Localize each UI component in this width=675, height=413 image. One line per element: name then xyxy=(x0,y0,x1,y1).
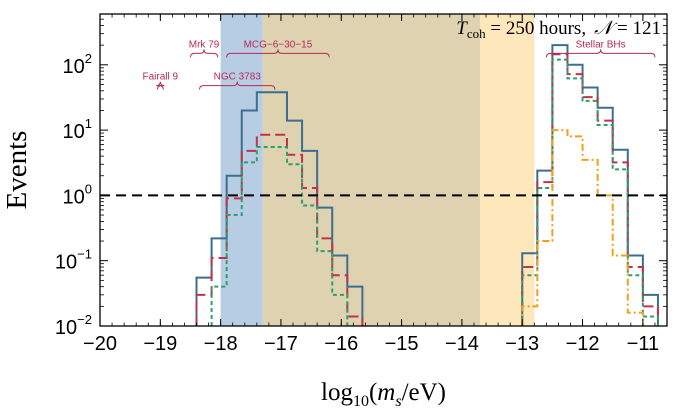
annotations-group: Fairall 9 Mrk 79 NGC 3783 MCG−6−30−15 Stella… xyxy=(143,39,656,90)
x-tick-label: −16 xyxy=(324,333,358,355)
y-tick-label: 10−2 xyxy=(55,312,92,339)
y-tick-label: 100 xyxy=(63,181,92,208)
series-1-segment-1 xyxy=(195,91,364,326)
title-n: 𝒩 xyxy=(594,18,618,39)
series-1-segment-2 xyxy=(521,44,659,326)
title-t-sub: coh xyxy=(467,26,486,41)
series-3-segment-1 xyxy=(210,146,349,326)
plot-frame xyxy=(99,13,668,327)
annotation-brace-1 xyxy=(156,81,165,90)
x-tick-label: −19 xyxy=(143,333,177,355)
annotation-label-1: Fairall 9 xyxy=(143,71,179,82)
series-4-segment-1 xyxy=(521,129,644,326)
annotation-label-4: MCG−6−30−15 xyxy=(244,39,313,50)
annotation-label-5: Stellar BHs xyxy=(576,39,626,50)
series-2-segment-1 xyxy=(195,133,364,326)
annotation-label-2: Mrk 79 xyxy=(189,39,220,50)
annotation-brace-3 xyxy=(199,81,276,90)
title-t: T xyxy=(456,18,468,39)
series-group xyxy=(195,44,659,326)
annotation-label-3: NGC 3783 xyxy=(214,71,262,82)
xlabel-m: m xyxy=(377,379,395,406)
y-axis-label: Events xyxy=(1,131,33,210)
annotation-brace-5 xyxy=(545,49,656,58)
x-tick-label: −11 xyxy=(627,333,659,355)
x-tick-label: −14 xyxy=(445,333,479,355)
xlabel-unit: /eV) xyxy=(402,379,446,406)
shaded-region-3 xyxy=(480,14,535,326)
x-tick-label: −15 xyxy=(385,333,419,355)
y-tick-label: 101 xyxy=(63,116,92,143)
annotation-brace-2 xyxy=(189,49,219,58)
x-tick-label: −18 xyxy=(204,333,238,355)
xlabel-paren: ( xyxy=(369,379,377,406)
x-tick-label: −20 xyxy=(83,333,117,355)
chart-title: Tcoh = 250 hours, 𝒩 = 121 xyxy=(456,18,661,41)
shaded-regions xyxy=(220,14,535,326)
x-tick-label: −12 xyxy=(566,333,600,355)
x-axis-label: log10(ms/eV) xyxy=(321,379,446,410)
x-tick-label: −13 xyxy=(505,333,539,355)
series-2-segment-2 xyxy=(521,53,659,326)
series-3-segment-2 xyxy=(521,58,659,326)
xlabel-sub10: 10 xyxy=(353,393,369,410)
y-tick-label: 102 xyxy=(63,51,92,78)
y-tick-label: 10−1 xyxy=(55,247,92,274)
xlabel-msub: s xyxy=(395,393,401,410)
title-t-rest: = 250 hours, xyxy=(486,18,586,39)
title-n-rest: = 121 xyxy=(612,18,661,39)
xlabel-log: log xyxy=(321,379,353,406)
shaded-region-2 xyxy=(262,14,481,326)
x-tick-label: −17 xyxy=(264,333,298,355)
ticks-group: −20 −19 −18 −17 −16 −15 −14 −13 −12 −11 10−2 10−1 10… xyxy=(55,13,668,355)
